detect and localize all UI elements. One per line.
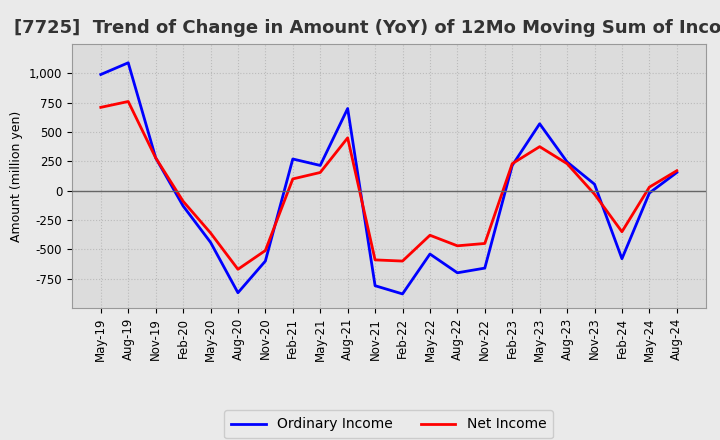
Net Income [590, 191, 599, 197]
Net Income [426, 233, 434, 238]
Net Income [151, 155, 160, 161]
Net Income [289, 176, 297, 182]
Net Income [453, 243, 462, 249]
Legend: Ordinary Income, Net Income: Ordinary Income, Net Income [225, 411, 553, 438]
Ordinary Income [563, 159, 572, 165]
Ordinary Income [398, 291, 407, 297]
Net Income [233, 267, 242, 272]
Ordinary Income [261, 258, 270, 264]
Net Income [124, 99, 132, 104]
Net Income [179, 198, 187, 204]
Net Income [480, 241, 489, 246]
Ordinary Income [343, 106, 352, 111]
Ordinary Income [590, 182, 599, 187]
Ordinary Income [289, 156, 297, 161]
Line: Ordinary Income: Ordinary Income [101, 63, 677, 294]
Net Income [508, 161, 516, 166]
Ordinary Income [536, 121, 544, 126]
Ordinary Income [151, 155, 160, 161]
Net Income [206, 230, 215, 235]
Ordinary Income [206, 240, 215, 245]
Line: Net Income: Net Income [101, 102, 677, 269]
Net Income [371, 257, 379, 263]
Ordinary Income [480, 265, 489, 271]
Net Income [316, 170, 325, 175]
Net Income [618, 229, 626, 235]
Net Income [398, 258, 407, 264]
Ordinary Income [645, 191, 654, 196]
Ordinary Income [508, 163, 516, 168]
Net Income [536, 144, 544, 149]
Net Income [563, 161, 572, 166]
Title: [7725]  Trend of Change in Amount (YoY) of 12Mo Moving Sum of Incomes: [7725] Trend of Change in Amount (YoY) o… [14, 19, 720, 37]
Net Income [261, 248, 270, 253]
Y-axis label: Amount (million yen): Amount (million yen) [10, 110, 23, 242]
Ordinary Income [426, 251, 434, 257]
Net Income [343, 135, 352, 140]
Ordinary Income [618, 256, 626, 261]
Ordinary Income [96, 72, 105, 77]
Ordinary Income [453, 270, 462, 275]
Ordinary Income [179, 203, 187, 209]
Ordinary Income [316, 163, 325, 168]
Net Income [96, 105, 105, 110]
Ordinary Income [672, 170, 681, 175]
Ordinary Income [124, 60, 132, 66]
Ordinary Income [371, 283, 379, 288]
Ordinary Income [233, 290, 242, 295]
Net Income [645, 184, 654, 190]
Net Income [672, 168, 681, 173]
